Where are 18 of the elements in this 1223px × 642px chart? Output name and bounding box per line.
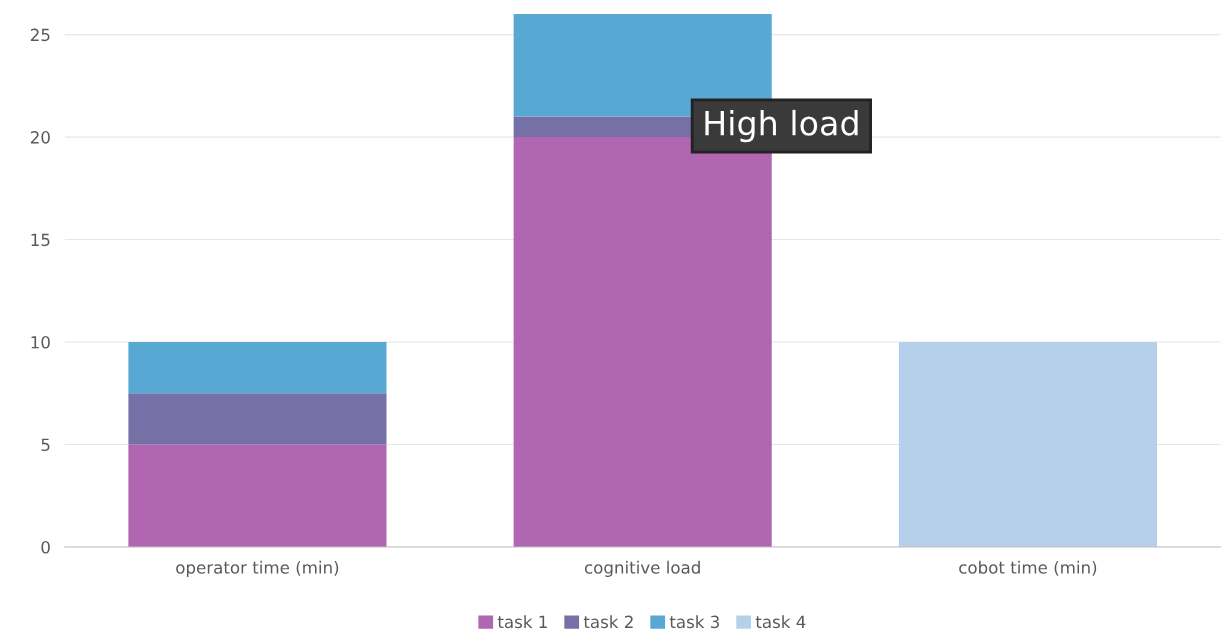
x-tick-label: cognitive load: [584, 560, 700, 577]
y-tick-label: 0: [41, 540, 50, 554]
bar: [128, 444, 387, 547]
annotation: High load: [705, 109, 858, 143]
legend-label: task 4: [755, 615, 806, 629]
y-tick-label: 25: [30, 28, 50, 42]
x-tick-label: operator time (min): [176, 560, 339, 577]
legend-label: task 1: [497, 615, 547, 629]
y-tick-label: 20: [30, 131, 50, 144]
y-tick-label: 10: [31, 336, 50, 349]
legend-label: task 2: [583, 615, 633, 629]
bar: [128, 393, 387, 445]
bar: [898, 342, 1157, 547]
y-tick-label: 15: [31, 233, 50, 247]
legend-label: task 3: [669, 615, 719, 629]
bar: [128, 342, 387, 394]
y-tick-label: 5: [41, 438, 50, 452]
x-tick-label: cobot time (min): [959, 560, 1097, 576]
